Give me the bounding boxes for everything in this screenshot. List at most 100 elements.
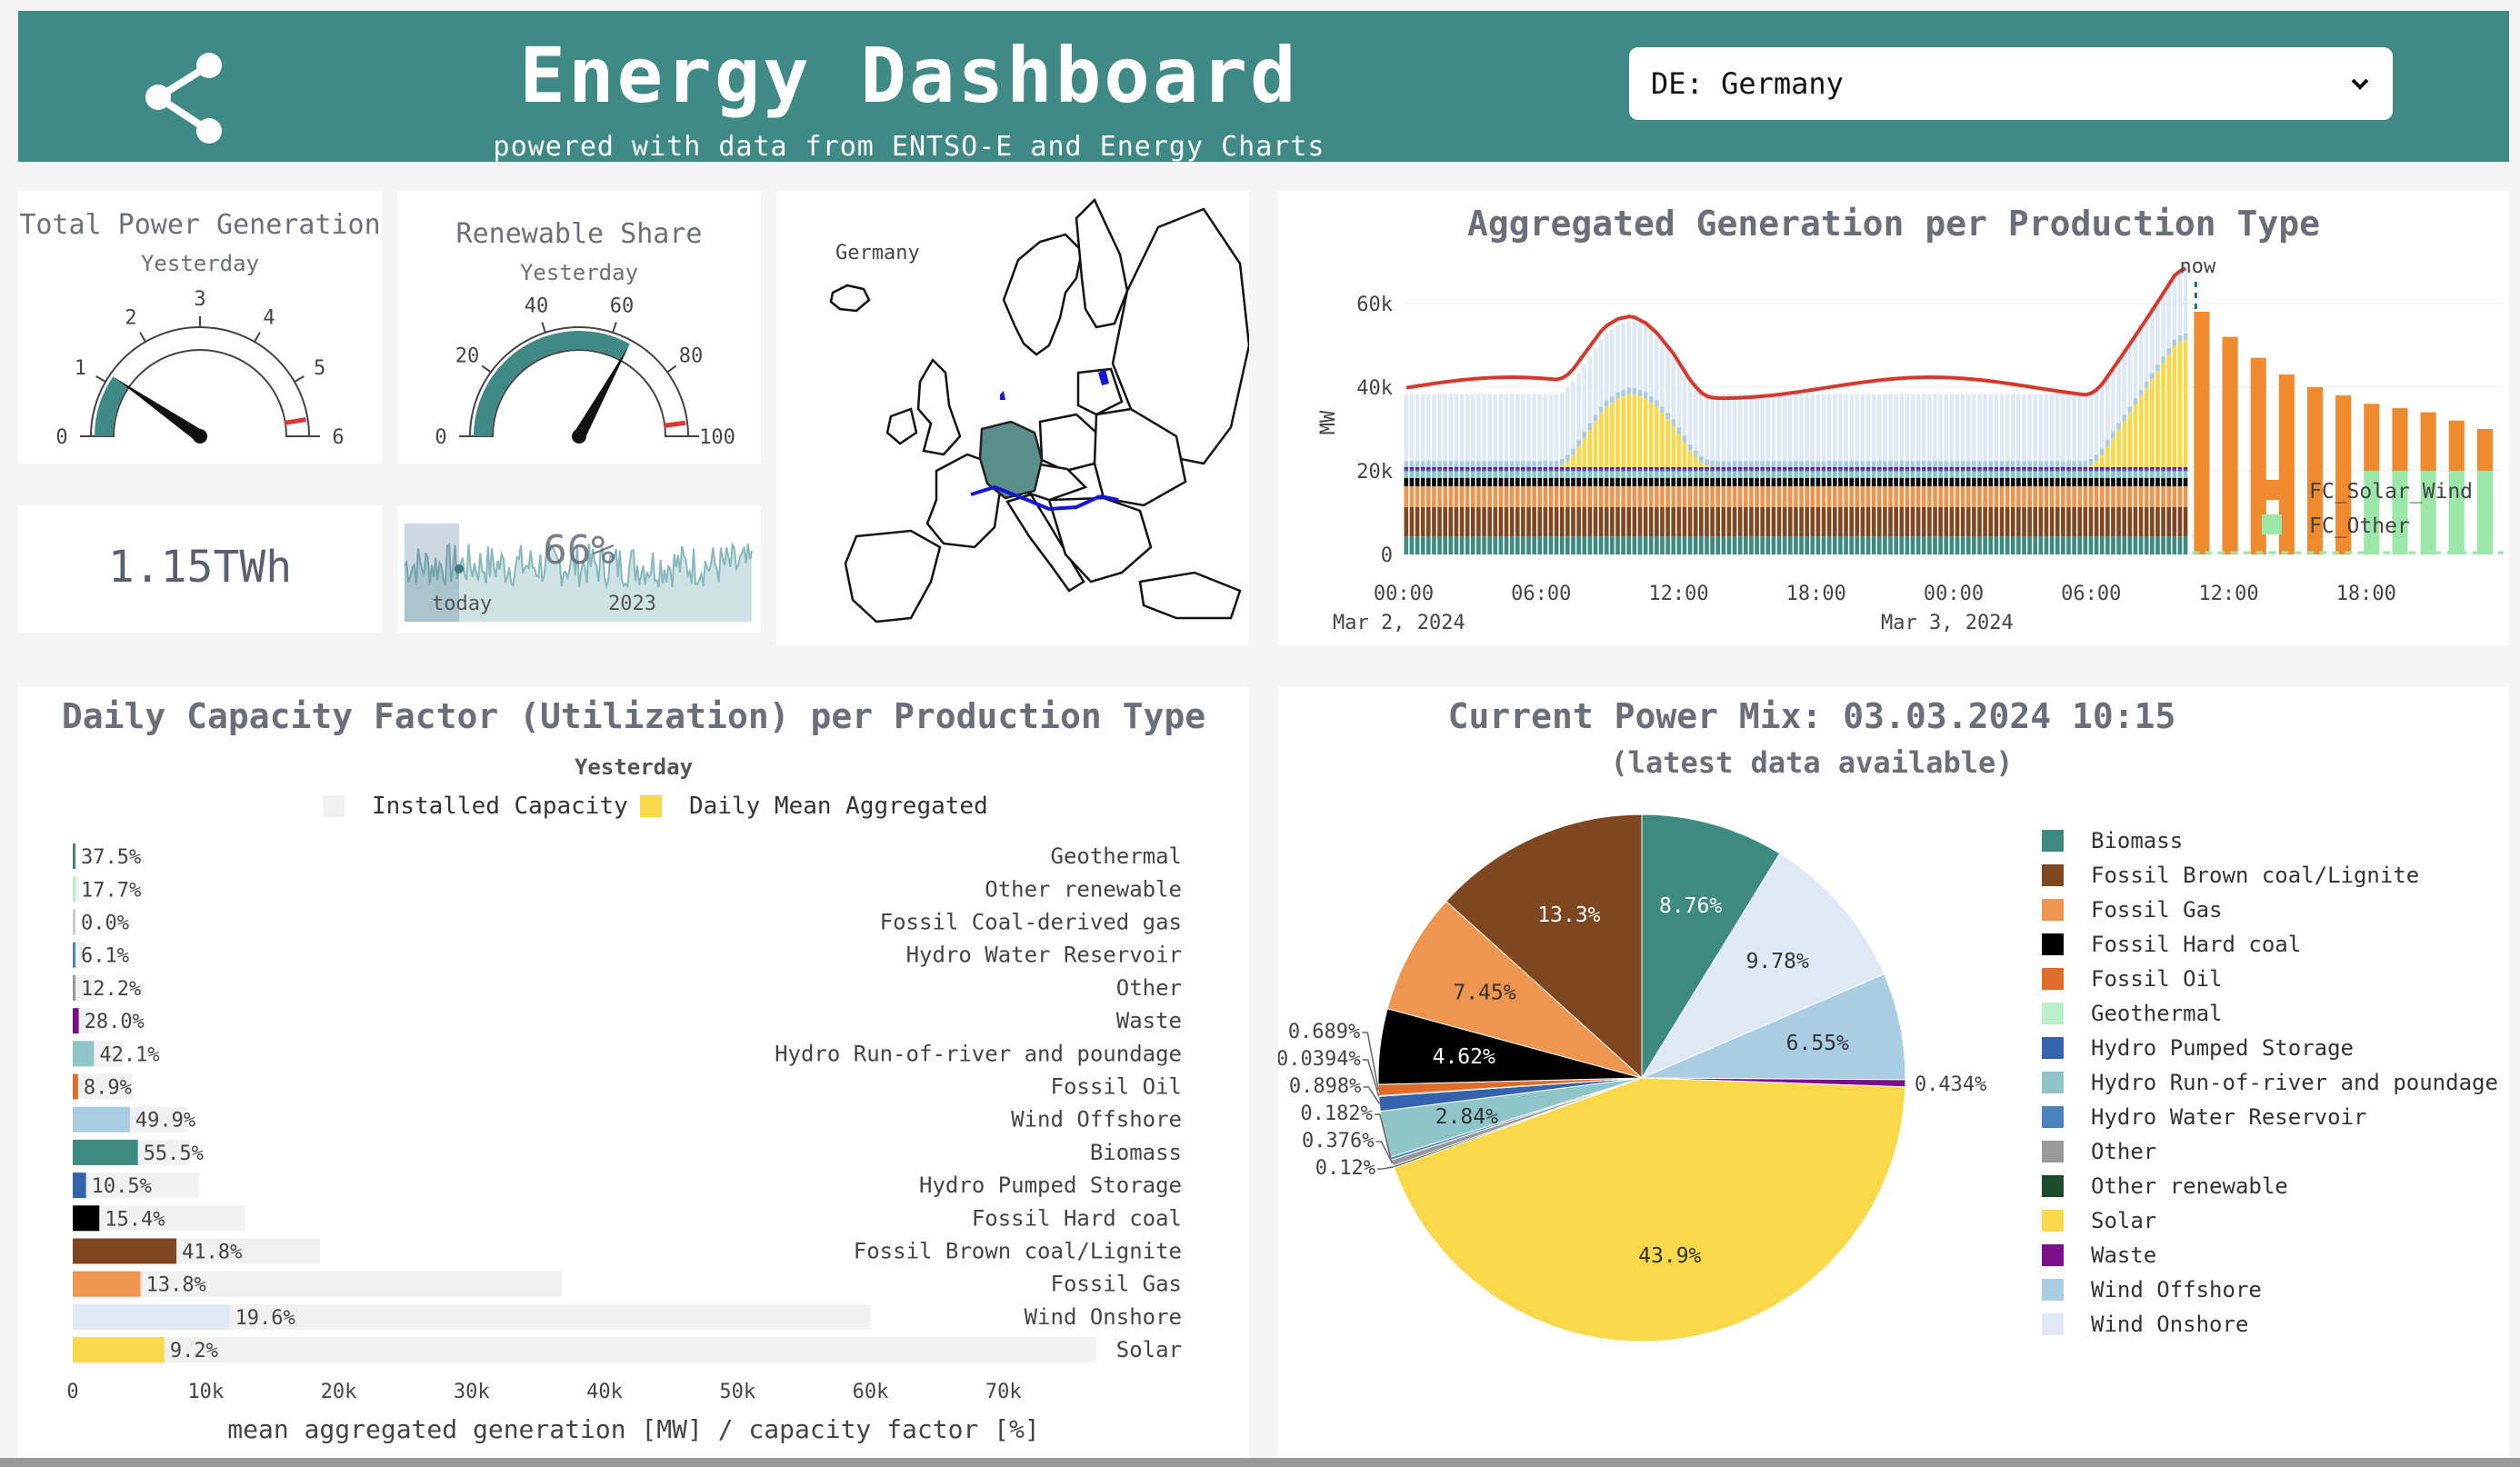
pie-legend-item[interactable]: Fossil Hard coal: [2042, 927, 2498, 962]
agg-bar-segment: [2099, 469, 2105, 472]
agg-bar-segment: [1871, 485, 1876, 507]
agg-bar-segment: [1805, 394, 1810, 462]
agg-bar-segment: [1610, 329, 1615, 396]
agg-bar-segment: [1554, 485, 1559, 507]
agg-bar-segment: [1487, 461, 1492, 468]
total-gauge-tick-label: 3: [194, 288, 205, 311]
agg-xtick-label: 18:00: [1786, 583, 1846, 605]
pie-legend-item[interactable]: Biomass: [2042, 823, 2498, 858]
share-gauge-tick-label: 100: [699, 426, 735, 449]
agg-bar-segment: [2088, 469, 2094, 472]
agg-bar-segment: [1871, 506, 1876, 537]
agg-bar-segment: [2144, 469, 2149, 472]
agg-bar-segment: [1927, 461, 1932, 468]
agg-bar-segment: [1765, 506, 1771, 537]
agg-bar-segment: [1821, 471, 1826, 478]
agg-bar-segment: [1721, 471, 1726, 478]
europe-map[interactable]: [776, 191, 1249, 645]
total-generation-value-card: 1.15TWh: [18, 505, 382, 633]
agg-bar-segment: [1732, 394, 1737, 462]
agg-bar-segment: [2105, 477, 2110, 486]
power-mix-pie[interactable]: 8.76%9.78%6.55%43.9%2.84%4.62%7.45%13.3%…: [1278, 687, 2509, 1460]
scrollbar-track[interactable]: [0, 1458, 2520, 1467]
agg-bar-segment: [1655, 469, 1659, 472]
capacity-legend-installed[interactable]: Installed Capacity: [323, 793, 628, 820]
agg-bar-segment: [2177, 471, 2183, 478]
share-gauge-hub: [572, 429, 586, 444]
pie-legend-item[interactable]: Waste: [2042, 1238, 2498, 1272]
agg-bar-segment: [2172, 506, 2177, 537]
share-gauge-tick: [666, 364, 677, 374]
pie-legend-item[interactable]: Fossil Oil: [2042, 962, 2498, 996]
agg-bar-segment: [1921, 461, 1926, 468]
agg-bar-segment: [1598, 469, 1604, 472]
agg-bar-segment: [1693, 469, 1698, 472]
agg-bar-segment: [2005, 467, 2010, 470]
agg-bar-segment: [1749, 467, 1754, 470]
pie-legend-item[interactable]: Solar: [2042, 1203, 2498, 1238]
country-dropdown[interactable]: DE: Germany: [1629, 47, 2393, 120]
pie-legend-item[interactable]: Geothermal: [2042, 996, 2498, 1031]
agg-bar-segment: [2049, 506, 2055, 537]
agg-bar-segment: [2127, 471, 2133, 478]
share-icon[interactable]: [145, 47, 227, 147]
capacity-legend-mean[interactable]: Daily Mean Aggregated: [640, 793, 988, 820]
agg-bar-segment: [2033, 394, 2038, 462]
europe-map-card[interactable]: Germany: [776, 191, 1249, 645]
agg-bar-segment: [1655, 400, 1659, 407]
agg-bar-segment: [2166, 281, 2172, 348]
agg-bar-segment: [1660, 536, 1665, 554]
agg-bar-segment: [1944, 485, 1949, 507]
capacity-pct-label: 28.0%: [85, 1011, 145, 1033]
pie-legend-item[interactable]: Hydro Water Reservoir: [2042, 1100, 2498, 1134]
pie-legend-item[interactable]: Wind Onshore: [2042, 1307, 2498, 1342]
agg-bar-segment: [1938, 467, 1943, 470]
pie-slice: [1641, 973, 1906, 1081]
agg-bar-segment: [1865, 485, 1871, 507]
agg-bar-segment: [1404, 467, 1409, 470]
agg-bar-segment: [1425, 469, 1431, 472]
pie-legend-item[interactable]: Wind Offshore: [2042, 1272, 2498, 1307]
agg-bar-segment: [1849, 506, 1854, 537]
agg-bar-segment: [1805, 506, 1810, 537]
agg-bar-segment: [2116, 423, 2121, 430]
pie-legend-item[interactable]: Hydro Run-of-river and poundage: [2042, 1065, 2498, 1100]
agg-bar-segment: [1977, 461, 1982, 468]
agg-bar-segment: [1409, 469, 1415, 472]
pie-legend-swatch: [2042, 899, 2064, 921]
pie-legend-item[interactable]: Other renewable: [2042, 1169, 2498, 1203]
pie-legend-label: Wind Offshore: [2091, 1277, 2262, 1302]
agg-bar-segment: [1826, 485, 1832, 507]
agg-bar-segment: [1648, 536, 1654, 554]
agg-bar-segment: [1615, 506, 1620, 537]
agg-bar-segment: [1604, 469, 1609, 472]
pie-legend-item[interactable]: Other: [2042, 1134, 2498, 1169]
agg-bar-segment: [2055, 394, 2060, 462]
agg-bar-segment: [1765, 485, 1771, 507]
agg-bar-segment: [1476, 536, 1481, 554]
agg-bar-segment: [1487, 485, 1492, 507]
share-gauge-tick: [541, 322, 546, 334]
agg-bar-segment: [1955, 467, 1960, 470]
agg-bar-segment: [1587, 356, 1593, 424]
pie-legend-item[interactable]: Hydro Pumped Storage: [2042, 1031, 2498, 1065]
total-gauge-tick-label: 6: [332, 426, 344, 449]
agg-bar-segment: [1448, 471, 1454, 478]
agg-bar-segment: [2105, 471, 2110, 478]
agg-bar-segment: [1949, 394, 1955, 462]
pie-legend-item[interactable]: Fossil Gas: [2042, 893, 2498, 927]
agg-bar-segment: [1715, 461, 1721, 468]
agg-bar-segment: [2010, 536, 2015, 554]
agg-bar-segment: [1832, 461, 1837, 468]
agg-bar-segment: [1726, 485, 1732, 507]
agg-forecast-solarwind-bar: [2420, 412, 2436, 471]
agg-bar-segment: [1648, 469, 1654, 472]
agg-bar-segment: [1838, 467, 1843, 470]
agg-bar-segment: [2077, 394, 2083, 462]
agg-bar-segment: [2177, 341, 2183, 468]
agg-bar-segment: [1721, 469, 1726, 472]
agg-bar-segment: [2083, 461, 2088, 468]
pie-legend-item[interactable]: Fossil Brown coal/Lignite: [2042, 858, 2498, 893]
